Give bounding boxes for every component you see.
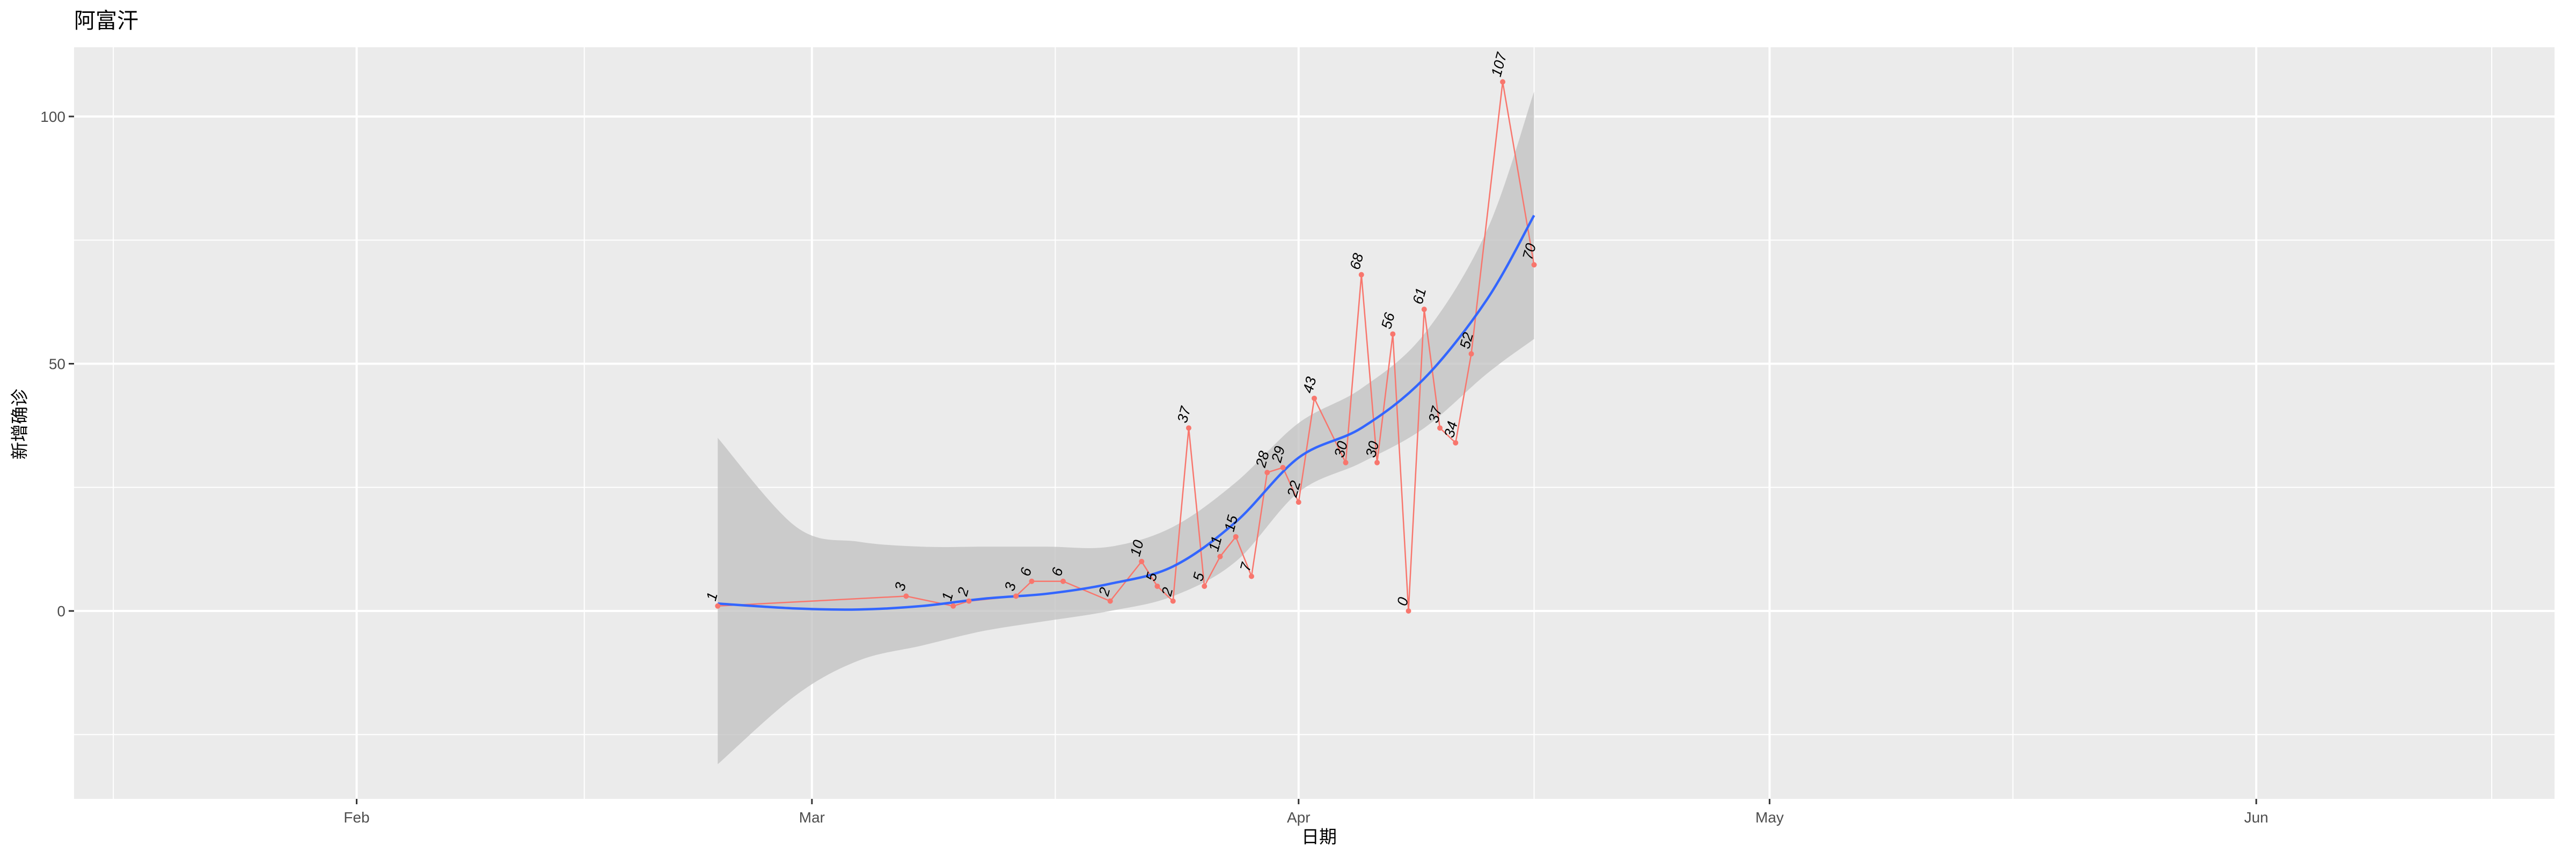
x-axis-title: 日期 [1301, 826, 1337, 847]
data-point [1343, 460, 1349, 465]
data-point [1154, 583, 1160, 589]
data-points [715, 79, 1537, 614]
data-point [1280, 464, 1286, 470]
chart-title: 阿富汗 [74, 9, 138, 33]
data-point [1468, 351, 1474, 357]
data-point [1013, 593, 1019, 599]
data-point [966, 598, 972, 604]
x-axis: Feb Mar Apr May Jun [343, 799, 2268, 826]
data-point [1358, 272, 1364, 278]
data-point [715, 603, 721, 609]
data-point [1185, 425, 1191, 431]
data-label: 2 [954, 586, 972, 598]
data-point [1202, 583, 1208, 589]
data-point [1233, 534, 1239, 540]
data-label: 2 [1158, 586, 1176, 598]
data-point [1248, 573, 1254, 579]
data-point [1060, 578, 1066, 584]
data-point [1374, 460, 1380, 465]
data-label: 2 [1095, 586, 1113, 598]
x-tick-label: Apr [1287, 809, 1311, 826]
data-label: 3 [1001, 581, 1019, 593]
data-point [1264, 470, 1270, 476]
smooth-curve [718, 215, 1535, 611]
data-point [903, 593, 909, 599]
y-tick-label: 100 [40, 108, 65, 125]
y-tick-label: 50 [49, 355, 65, 372]
data-point [1312, 395, 1317, 401]
data-point [1296, 499, 1301, 505]
data-point [950, 603, 956, 609]
x-tick-label: Feb [343, 809, 369, 826]
data-point [1406, 608, 1411, 614]
x-tick-label: Mar [799, 809, 825, 826]
data-point [1170, 598, 1176, 604]
data-point [1453, 440, 1459, 446]
y-axis-title: 新增确诊 [9, 389, 30, 460]
y-tick-label: 0 [57, 603, 65, 620]
data-point [1421, 307, 1427, 312]
data-point [1139, 558, 1145, 564]
data-point [1029, 578, 1035, 584]
data-label: 0 [1394, 595, 1411, 607]
confidence-band [718, 91, 1534, 765]
x-tick-label: May [1755, 809, 1784, 826]
y-axis: 0 50 100 [40, 108, 74, 620]
data-point [1531, 262, 1537, 268]
smooth-trend [718, 215, 1535, 611]
data-point [1500, 79, 1506, 85]
data-point [1107, 598, 1113, 604]
data-point [1437, 425, 1443, 431]
confidence-band-area [718, 91, 1534, 765]
data-label: 1 [939, 591, 956, 602]
data-label: 3 [891, 581, 909, 593]
x-tick-label: Jun [2244, 809, 2268, 826]
data-point [1390, 331, 1396, 337]
data-label: 1 [703, 591, 721, 602]
data-point [1217, 554, 1223, 559]
